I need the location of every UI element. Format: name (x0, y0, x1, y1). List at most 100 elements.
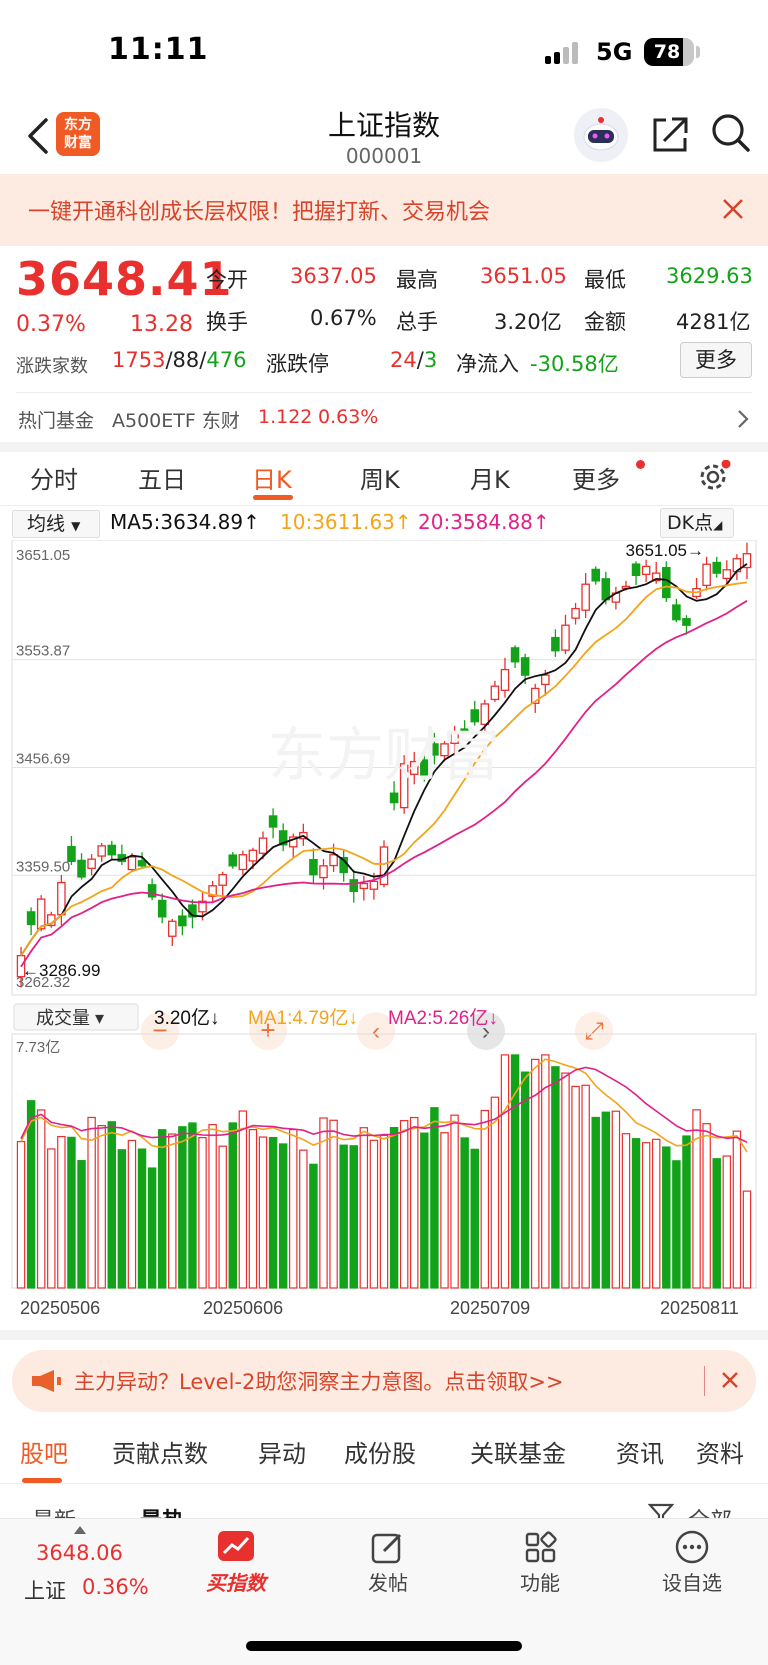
tab-guba[interactable]: 股吧 (20, 1440, 68, 1468)
volume-bar (440, 1132, 449, 1289)
close-icon[interactable] (720, 196, 746, 222)
candle-body (228, 854, 238, 867)
volume-bar (349, 1145, 358, 1289)
tab-contribution[interactable]: 贡献点数 (112, 1440, 208, 1468)
candle-body (107, 844, 117, 856)
subtab-hot[interactable]: 最热 (140, 1503, 184, 1519)
tab-more[interactable]: 更多 (572, 466, 620, 494)
back-icon[interactable] (24, 116, 52, 156)
nav-header: 东方 财富 上证指数 000001 (0, 100, 768, 174)
change-percent: 0.37% (16, 312, 86, 337)
volume-bar (742, 1190, 752, 1289)
candle-body (409, 760, 419, 775)
last-price: 3648.41 (16, 252, 233, 306)
tab-related-funds[interactable]: 关联基金 (470, 1440, 566, 1468)
filter-icon[interactable] (647, 1503, 675, 1519)
candle-body (430, 743, 439, 756)
tab-monthly-k[interactable]: 月K (470, 466, 510, 494)
more-button[interactable]: 更多 (680, 342, 752, 378)
ma10-line (20, 581, 748, 957)
promo-banner[interactable]: 一键开通科创成长层权限！把握打新、交易机会 (0, 174, 768, 246)
candle-body (500, 668, 510, 691)
tab-intraday[interactable]: 分时 (30, 466, 78, 494)
close-icon[interactable] (720, 1370, 740, 1394)
watermark: 东方财富 (268, 723, 500, 788)
candle-body (591, 568, 601, 582)
scroll-right-icon-bg (467, 1012, 505, 1050)
ma5-label: MA5:3634.89↑ (110, 510, 260, 534)
candle-body (631, 563, 641, 576)
indicator-select[interactable]: 均线 ▼ (12, 510, 100, 538)
min-price-label: ←3286.99 (22, 961, 100, 980)
volume-bar (460, 1137, 469, 1289)
volume-bar (198, 1137, 207, 1289)
candle-body (420, 759, 429, 776)
y-tick-label: 3456.69 (16, 750, 70, 767)
tab-profile[interactable]: 资料 (696, 1440, 744, 1468)
ma20-line (20, 600, 748, 968)
chart-period-tabs: 分时 五日 日K 周K 月K 更多 (0, 452, 768, 506)
level2-ad[interactable]: 主力异动？Level-2助您洞察主力意图。点击领取>> (12, 1350, 756, 1412)
volume-bar (309, 1163, 318, 1289)
scroll-right-icon: › (482, 1018, 490, 1045)
zoom-out-icon: − (152, 1015, 167, 1045)
candle-body (561, 624, 570, 651)
low-value: 3629.63 (666, 264, 753, 288)
search-icon[interactable] (710, 112, 752, 154)
tab-constituents[interactable]: 成份股 (344, 1440, 416, 1468)
functions-label: 功能 (520, 1571, 560, 1595)
tab-weekly-k[interactable]: 周K (360, 466, 400, 494)
volume-bar (510, 1054, 520, 1289)
volume-ma2: MA2:5.26亿↓ (388, 1007, 498, 1029)
hot-fund-row[interactable]: 热门基金 A500ETF 东财 1.122 0.63% (0, 394, 768, 444)
volume-bar (359, 1127, 369, 1289)
candle-body (87, 858, 96, 870)
settings-gear-icon[interactable] (698, 459, 732, 498)
volume-bar (299, 1149, 308, 1289)
volume-bar (490, 1096, 500, 1289)
tab-five-day[interactable]: 五日 (138, 466, 186, 494)
volume-bar (581, 1084, 590, 1289)
volume-bar (67, 1136, 76, 1289)
netflow-value: -30.58亿 (530, 352, 619, 376)
candle-body (288, 836, 298, 848)
volume-bar (87, 1116, 96, 1289)
volume-bar (591, 1116, 600, 1289)
kline-chart[interactable]: 3651.05 3553.87 3456.69 3359.50 3262.32 东方财富 3… (0, 539, 768, 1340)
share-icon[interactable] (650, 114, 690, 154)
fund-label: 热门基金 (18, 410, 95, 432)
volume-bar (248, 1128, 258, 1289)
watchlist-label: 设自选 (662, 1571, 722, 1595)
tab-news[interactable]: 资讯 (616, 1440, 664, 1468)
trend-chart-icon (216, 1529, 256, 1567)
candle-body (541, 674, 550, 686)
dk-point-select[interactable]: DK点◢ (660, 508, 734, 538)
volume-bar (147, 1167, 157, 1289)
candle-body (682, 618, 691, 626)
candle-body (551, 636, 560, 652)
tab-movement[interactable]: 异动 (258, 1440, 306, 1468)
fund-pct: 0.63% (318, 406, 379, 428)
candle-body (702, 563, 711, 587)
tab-daily-k[interactable]: 日K (252, 466, 292, 494)
volume-bar (500, 1054, 510, 1289)
volume-bar (178, 1126, 187, 1289)
volume-bar (611, 1110, 621, 1289)
y-tick-label: 3553.87 (16, 643, 70, 660)
date-label: 20250506 (20, 1298, 100, 1318)
high-label: 最高 (396, 268, 438, 292)
notification-dot (636, 460, 645, 469)
candle-body (440, 743, 449, 757)
zoom-out-icon-bg (141, 1012, 179, 1050)
open-label: 今开 (206, 268, 248, 292)
limit-label: 涨跌停 (266, 352, 329, 376)
fund-price: 1.122 (258, 406, 313, 428)
assistant-robot-icon[interactable] (574, 108, 628, 162)
subtab-latest[interactable]: 最新 (32, 1503, 76, 1519)
subtab-all[interactable]: 全部 (688, 1503, 732, 1519)
candle-body (208, 885, 217, 897)
candle-body (167, 920, 177, 937)
volume-ma1-line (20, 1058, 748, 1153)
candle-body (672, 604, 681, 621)
edit-icon (370, 1531, 406, 1569)
